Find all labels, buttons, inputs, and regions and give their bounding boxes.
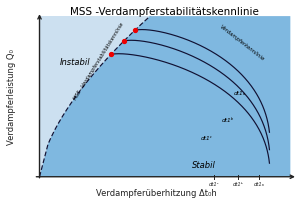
Text: dt1ₐ: dt1ₐ xyxy=(254,182,264,187)
Text: Verdampferüberhitzung Δt₀h: Verdampferüberhitzung Δt₀h xyxy=(96,189,216,198)
Text: MSS - Verdampferstabilitätskennlinie: MSS - Verdampferstabilitätskennlinie xyxy=(73,22,125,101)
Text: Verdampferkennlinie: Verdampferkennlinie xyxy=(219,24,265,62)
Text: Verdampferleistung Q₀: Verdampferleistung Q₀ xyxy=(7,49,16,145)
FancyBboxPatch shape xyxy=(40,16,290,177)
Polygon shape xyxy=(40,16,290,177)
Text: dt1ᶜ: dt1ᶜ xyxy=(201,136,213,141)
Text: dt1ᵇ: dt1ᵇ xyxy=(222,118,234,123)
Text: dt1ᵇ: dt1ᵇ xyxy=(232,182,244,187)
Text: Instabil: Instabil xyxy=(60,58,91,67)
Text: MSS -Verdampferstabilitätskennlinie: MSS -Verdampferstabilitätskennlinie xyxy=(70,7,260,17)
Text: dt1ₐ: dt1ₐ xyxy=(234,91,246,96)
Text: Stabil: Stabil xyxy=(192,161,216,170)
Text: dt1ᶜ: dt1ᶜ xyxy=(209,182,220,187)
